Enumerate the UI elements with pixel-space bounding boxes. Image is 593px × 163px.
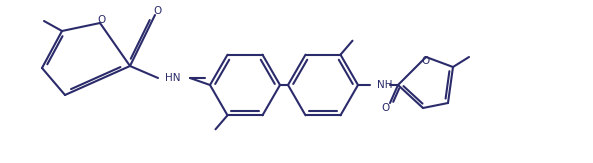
- Text: O: O: [382, 103, 390, 113]
- Text: O: O: [97, 15, 105, 25]
- Text: HN: HN: [165, 73, 181, 83]
- Text: O: O: [422, 56, 430, 66]
- Text: NH: NH: [377, 80, 393, 90]
- Text: O: O: [153, 6, 161, 16]
